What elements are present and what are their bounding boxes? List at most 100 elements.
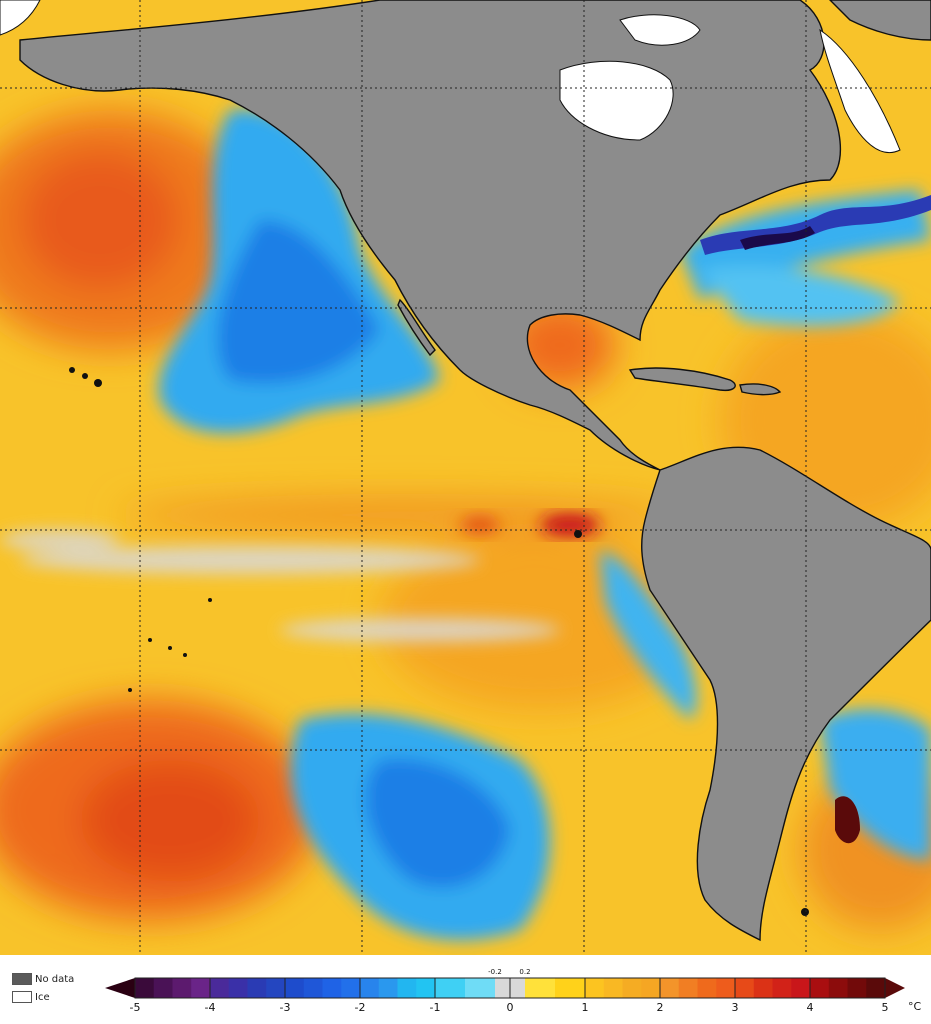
colorbar-segment-7: [266, 978, 286, 998]
colorbar: -5 -4 -3 -2 -1 0 1 2 3 4 5 -0.2 0.2 °C: [105, 968, 922, 1014]
colorbar-segment-12: [360, 978, 380, 998]
ice-swatch: [12, 991, 32, 1003]
cool-patch-south-pacific-core: [365, 758, 510, 888]
ice-hudson-bay: [559, 60, 674, 141]
colorbar-segment-9: [303, 978, 323, 998]
warm-patch-south-pacific-core: [80, 760, 260, 880]
land-south-america: [641, 446, 931, 942]
ice-labrador-sea: [819, 28, 901, 154]
colorbar-tick-label-9: 4: [807, 1001, 814, 1014]
warm-patch-north-pacific-core: [20, 150, 180, 290]
island-hawaii-2: [82, 373, 88, 379]
colorbar-segment-11: [341, 978, 361, 998]
colorbar-tick-label-8: 3: [732, 1001, 739, 1014]
colorbar-segment-22: [622, 978, 642, 998]
colorbar-segments: [105, 977, 905, 999]
island-polynesia-4: [208, 598, 212, 602]
colorbar-segment-29: [753, 978, 773, 998]
hotspot-layer: [460, 513, 600, 537]
island-hawaii-1: [69, 367, 75, 373]
island-polynesia-2: [168, 646, 172, 650]
land-baja-california: [397, 298, 436, 357]
colorbar-segment-21: [603, 978, 623, 998]
colorbar-segment-8: [285, 978, 305, 998]
colorbar-segment-23: [641, 978, 661, 998]
colorbar-segment-14: [397, 978, 417, 998]
colorbar-segment-32: [810, 978, 830, 998]
cool-patch-north-atlantic: [700, 266, 900, 326]
ice-canada-north: [0, 0, 41, 36]
neutral-anomaly-layer: [0, 530, 560, 642]
colorbar-segment-13: [378, 978, 398, 998]
colorbar-unit-label: °C: [908, 1000, 922, 1013]
colorbar-high-extension: [885, 978, 905, 998]
islands-layer: [69, 367, 809, 916]
legend-ice: Ice: [12, 991, 50, 1003]
hotspot-galapagos: [540, 513, 600, 537]
colorbar-minor-label-0: -0.2: [488, 968, 502, 976]
ice-arctic-islands: [619, 14, 701, 46]
colorbar-low-extension: [105, 978, 135, 998]
neutral-band-equatorial: [20, 546, 480, 574]
colorbar-segment-4: [210, 978, 230, 998]
hotspot-equator-west: [460, 517, 500, 533]
colorbar-segment-10: [322, 978, 342, 998]
legend-area: No data Ice -5 -4 -3 -2 -1 0 1 2 3 4 5 -0.2 0.2 °C: [0, 955, 931, 1024]
island-galapagos: [574, 530, 582, 538]
island-polynesia-3: [183, 653, 187, 657]
colorbar-tick-label-7: 2: [657, 1001, 664, 1014]
colorbar-segment-35: [866, 978, 886, 998]
colorbar-segment-27: [716, 978, 736, 998]
deep-cold-south-atlantic: [835, 796, 860, 844]
cool-patch-south-atlantic: [820, 709, 931, 860]
legend-no-data: No data: [12, 973, 74, 985]
island-falklands: [801, 908, 809, 916]
colorbar-tick-label-1: -4: [205, 1001, 216, 1014]
land-cuba: [628, 367, 736, 392]
warm-patch-equator: [120, 499, 680, 531]
no-data-swatch: [12, 973, 32, 985]
land-hispaniola: [739, 383, 782, 396]
neutral-band-west: [0, 530, 120, 550]
sst-anomaly-map: [0, 0, 931, 955]
colorbar-minor-label-1: 0.2: [519, 968, 530, 976]
colorbar-segment-20: [585, 978, 605, 998]
island-polynesia-1: [148, 638, 152, 642]
map-canvas: [0, 0, 931, 955]
island-hawaii-3: [94, 379, 102, 387]
colorbar-segment-18: [525, 978, 556, 998]
colorbar-tick-label-5: 0: [507, 1001, 514, 1014]
colorbar-ticks: -5 -4 -3 -2 -1 0 1 2 3 4 5 -0.2 0.2: [130, 968, 889, 1014]
colorbar-segment-31: [791, 978, 811, 998]
colorbar-segment-25: [678, 978, 698, 998]
no-data-label: No data: [35, 973, 75, 985]
colorbar-tick-label-4: -1: [430, 1001, 441, 1014]
colorbar-segment-5: [228, 978, 248, 998]
colorbar-segment-33: [828, 978, 848, 998]
neutral-band-south: [280, 618, 560, 642]
graticule: [0, 0, 931, 955]
deep-cold-streaks: [700, 195, 931, 844]
deep-cold-gulf-stream-core: [740, 226, 815, 250]
colorbar-segment-17: [465, 978, 496, 998]
cool-patch-northeast-pacific-core: [217, 220, 380, 384]
colorbar-segment-3: [191, 978, 211, 998]
ice-layer: [0, 0, 901, 154]
colorbar-tick-label-10: 5: [882, 1001, 889, 1014]
ice-label: Ice: [35, 991, 50, 1003]
colorbar-segment-28: [735, 978, 755, 998]
colorbar-tick-label-2: -3: [280, 1001, 291, 1014]
colorbar-segment-15: [416, 978, 436, 998]
colorbar-segment-16: [435, 978, 466, 998]
colorbar-segment-30: [772, 978, 792, 998]
cool-patch-peru-coast: [600, 550, 697, 720]
colorbar-segment-34: [847, 978, 867, 998]
island-polynesia-5: [128, 688, 132, 692]
colorbar-tick-label-0: -5: [130, 1001, 141, 1014]
colorbar-segment-6: [247, 978, 267, 998]
colorbar-segment-24: [660, 978, 680, 998]
colorbar-tick-label-3: -2: [355, 1001, 366, 1014]
colorbar-segment-2: [172, 978, 192, 998]
colorbar-segment-19: [555, 978, 586, 998]
colorbar-segment-1: [153, 978, 173, 998]
